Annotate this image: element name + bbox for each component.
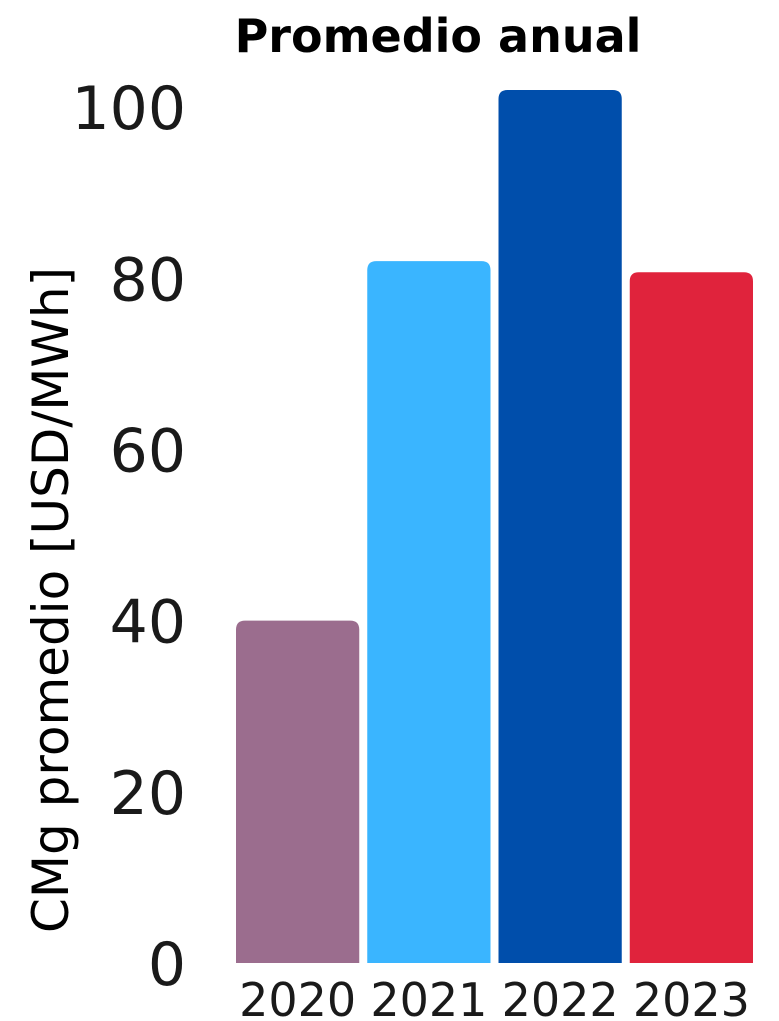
y-tick-label-100: 100 — [71, 74, 186, 144]
y-tick-label-80: 80 — [110, 245, 186, 315]
x-tick-label-2022: 2022 — [502, 973, 619, 1021]
x-tick-label-2020: 2020 — [239, 973, 356, 1021]
x-axis-ticks: 2020 2021 2022 2023 — [239, 973, 750, 1021]
bar-2020 — [236, 620, 360, 963]
y-axis-ticks: 0 20 40 60 80 100 — [71, 74, 186, 1000]
y-tick-label-20: 20 — [110, 759, 186, 829]
y-tick-label-60: 60 — [110, 416, 186, 486]
bar-2023 — [629, 272, 753, 963]
chart-title: Promedio anual — [235, 9, 642, 63]
y-axis-label: CMg promedio [USD/MWh] — [22, 267, 80, 933]
y-tick-label-0: 0 — [148, 930, 186, 1000]
bars — [236, 90, 753, 963]
x-tick-label-2021: 2021 — [370, 973, 487, 1021]
y-tick-label-40: 40 — [110, 588, 186, 658]
x-tick-label-2023: 2023 — [633, 973, 750, 1021]
bar-2021 — [367, 261, 491, 963]
bar-2022 — [498, 90, 622, 963]
